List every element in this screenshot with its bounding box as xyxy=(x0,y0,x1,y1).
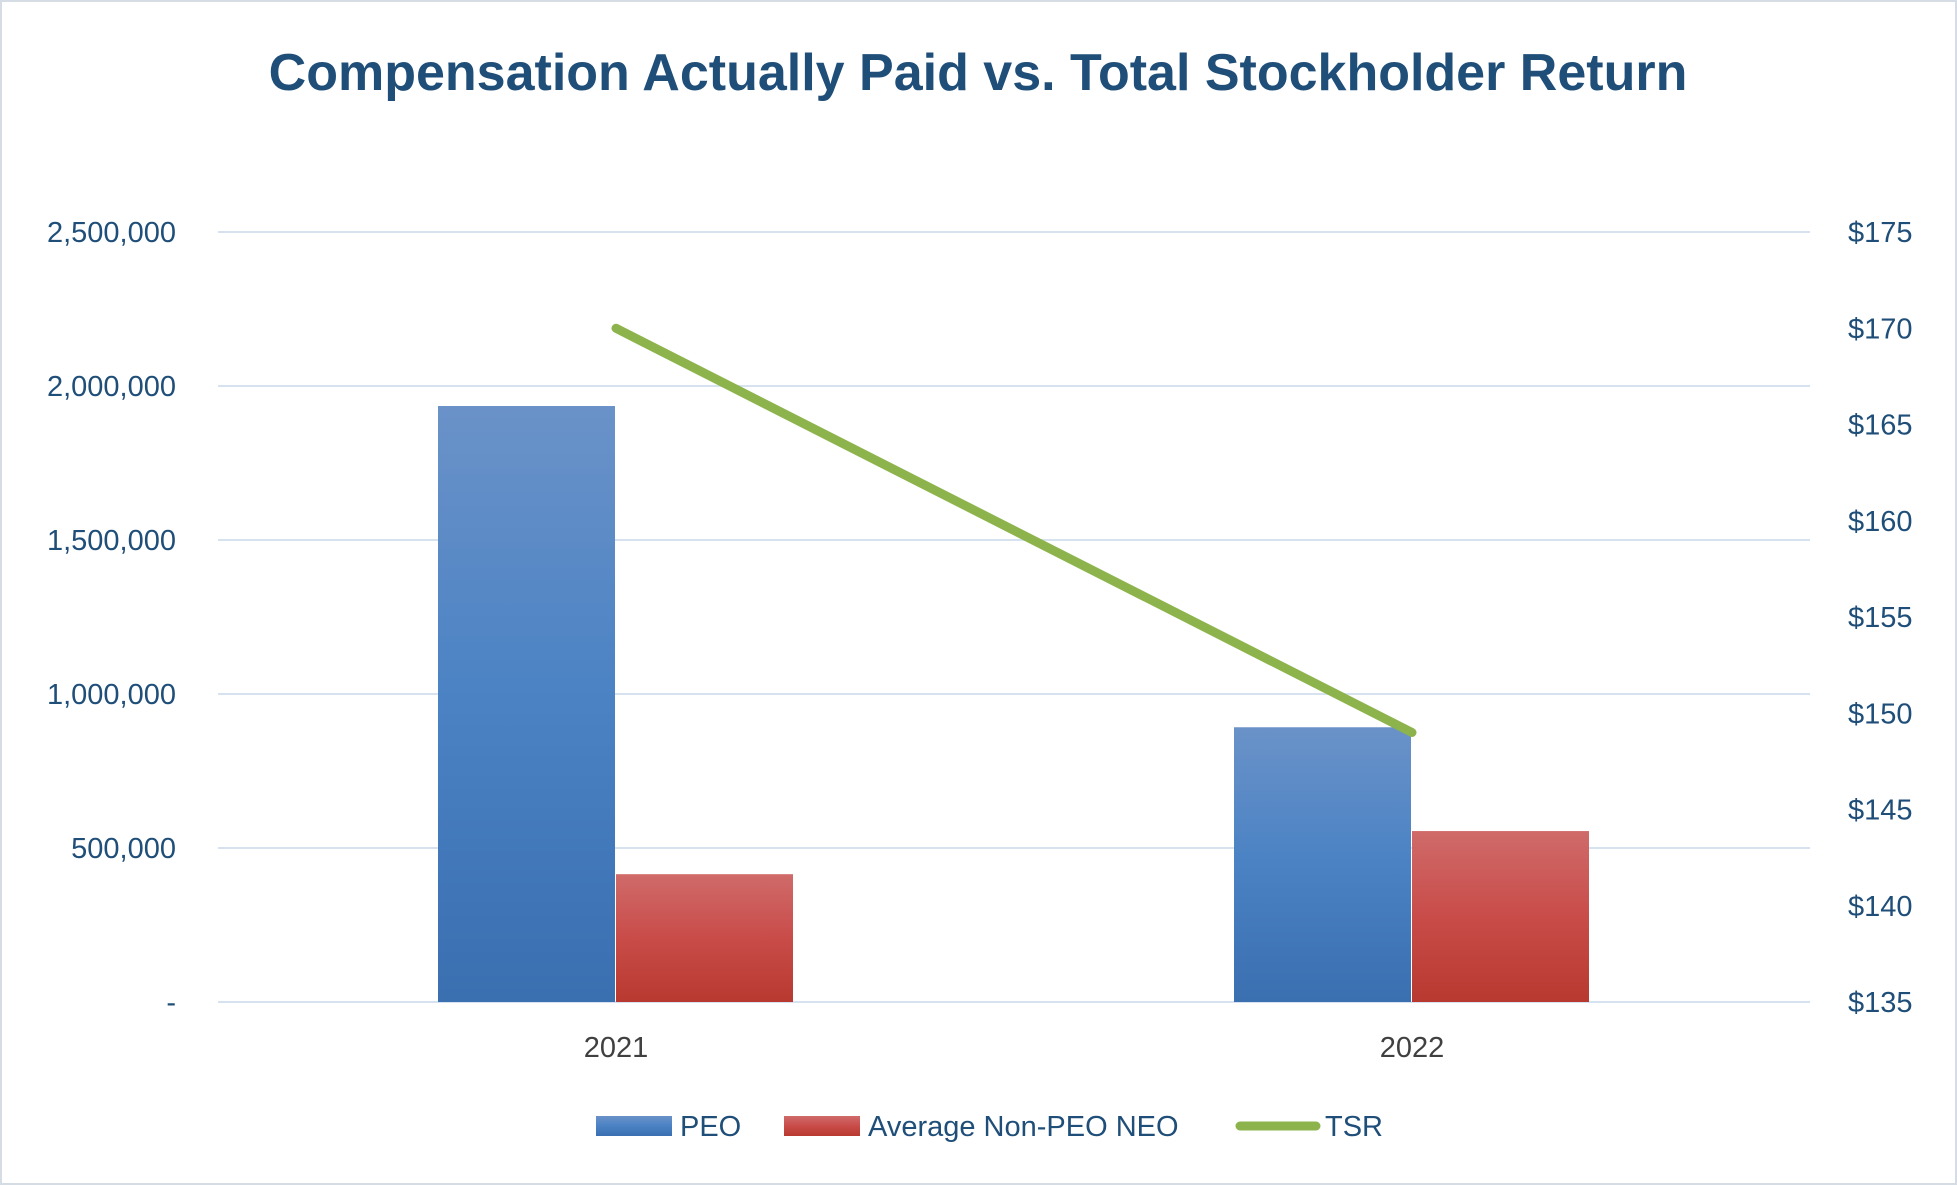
left-tick-label: 1,000,000 xyxy=(47,679,176,711)
bar-average-non-peo-neo-2021 xyxy=(616,874,793,1002)
right-tick-label: $175 xyxy=(1848,217,1913,249)
right-tick-label: $170 xyxy=(1848,313,1913,345)
left-tick-label: 500,000 xyxy=(71,833,176,865)
right-tick-label: $150 xyxy=(1848,698,1913,730)
tsr-line-layer xyxy=(611,323,1417,737)
bar-peo-2022 xyxy=(1234,727,1411,1002)
category-label: 2022 xyxy=(1380,1032,1445,1064)
left-axis: - 500,000 1,000,000 1,500,000 2,000,000 2,500… xyxy=(47,217,176,1019)
right-tick-label: $135 xyxy=(1848,987,1913,1019)
right-tick-label: $145 xyxy=(1848,795,1913,827)
legend-label-tsr: TSR xyxy=(1325,1111,1383,1143)
left-tick-label: 2,500,000 xyxy=(47,217,176,249)
right-tick-label: $165 xyxy=(1848,410,1913,442)
category-label: 2021 xyxy=(584,1032,649,1064)
left-tick-label: 1,500,000 xyxy=(47,525,176,557)
bars xyxy=(438,406,1589,1002)
legend-swatch-non-peo-neo xyxy=(784,1116,860,1136)
left-tick-label: - xyxy=(166,987,176,1019)
legend: PEO Average Non-PEO NEO TSR xyxy=(596,1111,1383,1143)
right-tick-label: $140 xyxy=(1848,891,1913,923)
tsr-line xyxy=(611,323,1417,737)
right-tick-label: $160 xyxy=(1848,506,1913,538)
legend-swatch-peo xyxy=(596,1116,672,1136)
bar-peo-2021 xyxy=(438,406,615,1002)
right-tick-label: $155 xyxy=(1848,602,1913,634)
bar-average-non-peo-neo-2022 xyxy=(1412,831,1589,1002)
left-tick-label: 2,000,000 xyxy=(47,371,176,403)
right-axis: $135 $140 $145 $150 $155 $160 $165 $170 $175 xyxy=(1848,217,1913,1019)
chart-title: Compensation Actually Paid vs. Total Sto… xyxy=(269,44,1688,102)
category-labels: 2021 2022 xyxy=(584,1032,1445,1064)
legend-label-peo: PEO xyxy=(680,1111,741,1143)
legend-label-non-peo-neo: Average Non-PEO NEO xyxy=(868,1111,1179,1143)
